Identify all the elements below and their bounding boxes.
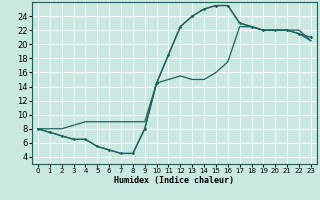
X-axis label: Humidex (Indice chaleur): Humidex (Indice chaleur): [115, 176, 234, 185]
